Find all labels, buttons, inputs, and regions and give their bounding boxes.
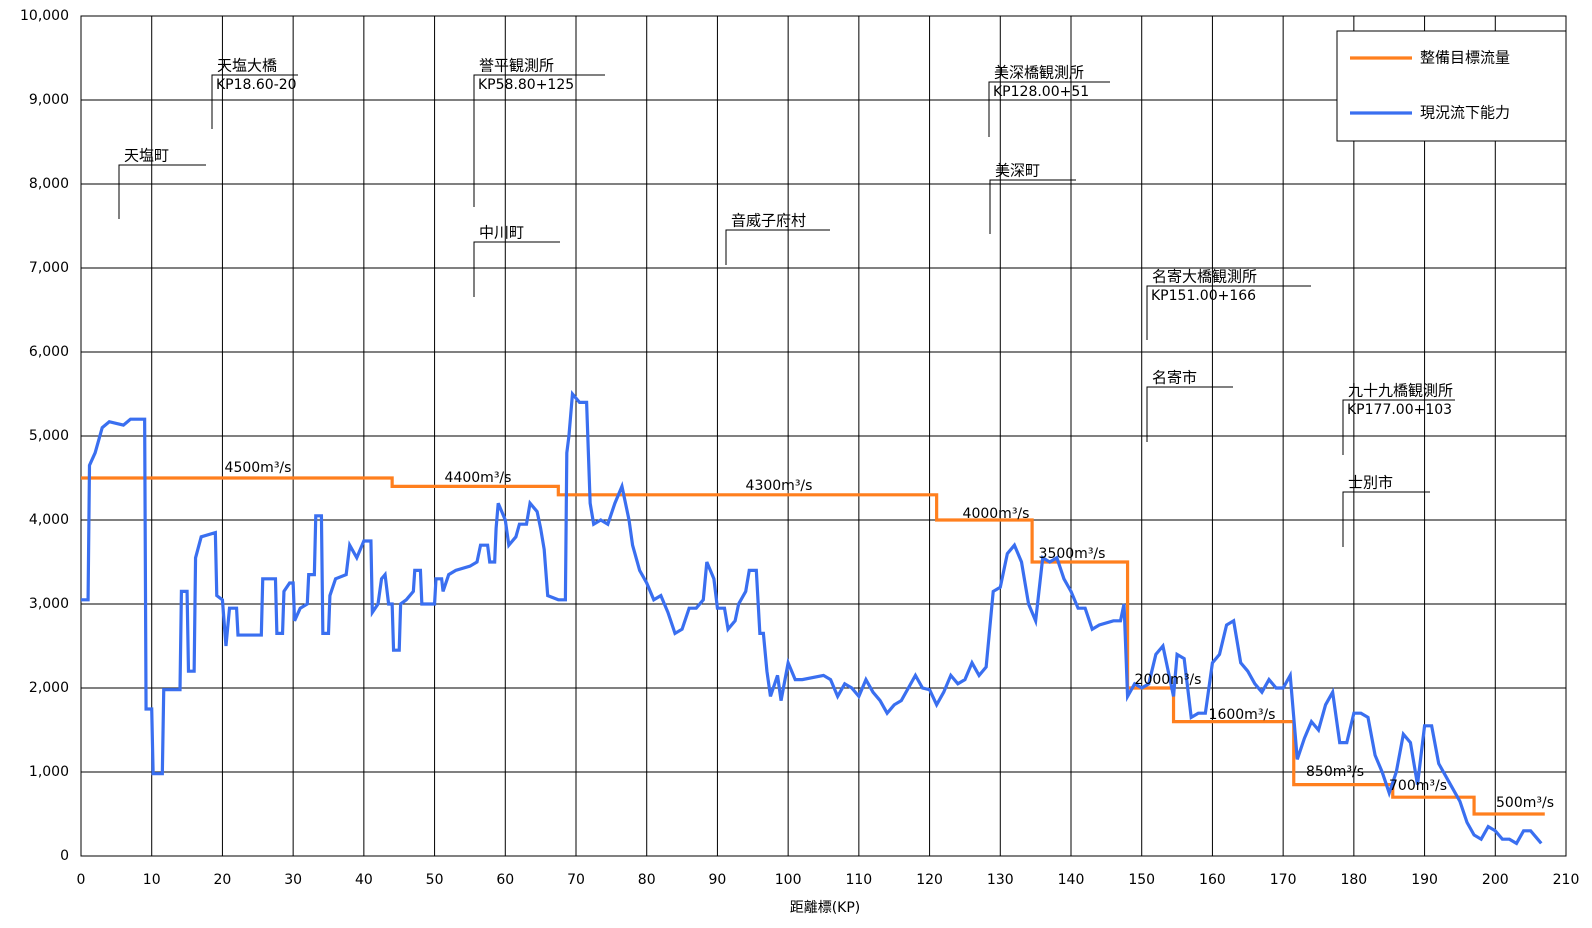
annotation-label: 誉平観測所 [479,57,554,75]
flow-label: 700m³/s [1389,778,1447,794]
flow-label: 500m³/s [1496,795,1554,811]
annotation-label: 音威子府村 [731,212,806,230]
y-tick-label: 9,000 [29,92,69,108]
annotation-leader [211,74,298,129]
annotation-leader [989,179,1076,234]
y-tick-label: 0 [60,848,69,864]
legend-label: 整備目標流量 [1420,49,1510,67]
x-tick-label: 130 [987,872,1014,888]
series-line [81,476,1545,816]
x-tick-label: 180 [1340,872,1367,888]
annotation-kp: KP58.80+125 [478,77,574,93]
annotation-leader [1146,285,1311,340]
x-tick-label: 0 [77,872,86,888]
annotation-label: 中川町 [479,224,524,242]
x-tick-label: 170 [1270,872,1297,888]
flow-label: 4000m³/s [963,506,1030,522]
x-tick-label: 210 [1553,872,1580,888]
annotation-kp: KP177.00+103 [1347,402,1452,418]
annotation-label: 天塩大橋 [217,57,277,75]
x-tick-label: 10 [143,872,161,888]
x-tick-label: 110 [845,872,872,888]
flow-label: 3500m³/s [1039,546,1106,562]
y-tick-label: 1,000 [29,764,69,780]
y-tick-label: 6,000 [29,344,69,360]
annotation-leader [118,164,206,219]
flow-label: 4300m³/s [746,478,813,494]
annotation-leader [1146,386,1233,442]
y-tick-label: 7,000 [29,260,69,276]
annotation-kp: KP151.00+166 [1151,288,1256,304]
plot-frame [80,15,1567,857]
legend-label: 現況流下能力 [1420,104,1510,122]
x-tick-label: 90 [709,872,727,888]
x-axis-label: 距離標(KP) [790,899,861,916]
series-line [81,390,1543,846]
x-tick-label: 100 [775,872,802,888]
y-tick-label: 3,000 [29,596,69,612]
annotation-leader [473,74,605,207]
y-tick-label: 4,000 [29,512,69,528]
annotation-kp: KP18.60-20 [216,77,297,93]
flow-label: 4400m³/s [445,470,512,486]
y-tick-label: 10,000 [20,8,69,24]
x-tick-label: 70 [567,872,585,888]
y-tick-label: 8,000 [29,176,69,192]
x-tick-label: 60 [496,872,514,888]
legend-box [1336,30,1567,142]
x-tick-label: 30 [284,872,302,888]
flow-label: 850m³/s [1306,764,1364,780]
annotation-label: 九十九橋観測所 [1348,382,1453,400]
annotation-leader [1342,491,1430,547]
annotation-leader [1342,399,1455,455]
annotation-label: 美深町 [995,162,1040,180]
y-tick-label: 2,000 [29,680,69,696]
x-tick-label: 40 [355,872,373,888]
annotation-label: 名寄市 [1152,369,1197,387]
annotation-kp: KP128.00+51 [993,84,1089,100]
flow-label: 2000m³/s [1135,672,1202,688]
x-tick-label: 50 [426,872,444,888]
annotation-label: 美深橋観測所 [994,64,1084,82]
x-tick-label: 20 [214,872,232,888]
x-tick-label: 190 [1411,872,1438,888]
y-tick-label: 5,000 [29,428,69,444]
flow-label: 1600m³/s [1209,707,1276,723]
annotation-label: 名寄大橋観測所 [1152,268,1257,286]
x-tick-label: 80 [638,872,656,888]
annotation-label: 士別市 [1348,474,1393,492]
annotation-leader [473,241,560,297]
flow-label: 4500m³/s [225,460,292,476]
x-tick-label: 200 [1482,872,1509,888]
annotation-leader [725,229,830,265]
x-tick-label: 150 [1128,872,1155,888]
x-tick-label: 140 [1058,872,1085,888]
annotation-label: 天塩町 [124,147,169,165]
x-tick-label: 120 [916,872,943,888]
x-tick-label: 160 [1199,872,1226,888]
annotation-leader [988,81,1110,137]
